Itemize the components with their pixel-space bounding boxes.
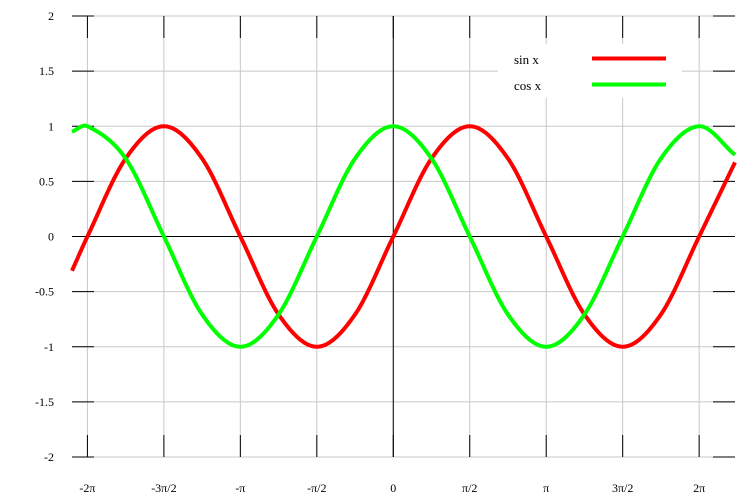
- y-tick-label-1: 1.5: [39, 64, 54, 78]
- series-line-cos: [70, 123, 737, 349]
- x-tick-label-7: 3π/2: [612, 481, 633, 495]
- tick-labels: 2 1.5 1 0.5 0 -0.5 -1 -1.5 -2 -2π -3π/2 -π -π/2 0 π/2 π…: [35, 9, 705, 495]
- series-line-sin: [70, 124, 737, 349]
- legend-label-cos: cos x: [514, 78, 542, 93]
- x-tick-label-4: 0: [390, 481, 396, 495]
- x-tick-label-0: -2π: [79, 481, 95, 495]
- x-tick-label-8: 2π: [693, 481, 705, 495]
- legend: sin x cos x: [498, 44, 682, 98]
- legend-label-sin: sin x: [514, 52, 539, 67]
- legend-background: [498, 44, 682, 98]
- x-tick-label-3: -π/2: [307, 481, 326, 495]
- x-tick-label-2: -π: [235, 481, 245, 495]
- series-lines: [70, 123, 737, 349]
- y-tick-label-0: 2: [48, 9, 54, 23]
- y-tick-label-4: 0: [48, 230, 54, 244]
- y-tick-label-8: -2: [44, 450, 54, 464]
- y-tick-label-3: 0.5: [39, 174, 54, 188]
- y-tick-label-5: -0.5: [35, 285, 54, 299]
- x-tick-label-5: π/2: [462, 481, 477, 495]
- y-tick-label-2: 1: [48, 119, 54, 133]
- x-tick-label-6: π: [543, 481, 549, 495]
- y-tick-label-7: -1.5: [35, 395, 54, 409]
- x-tick-label-1: -3π/2: [151, 481, 176, 495]
- y-tick-label-6: -1: [44, 340, 54, 354]
